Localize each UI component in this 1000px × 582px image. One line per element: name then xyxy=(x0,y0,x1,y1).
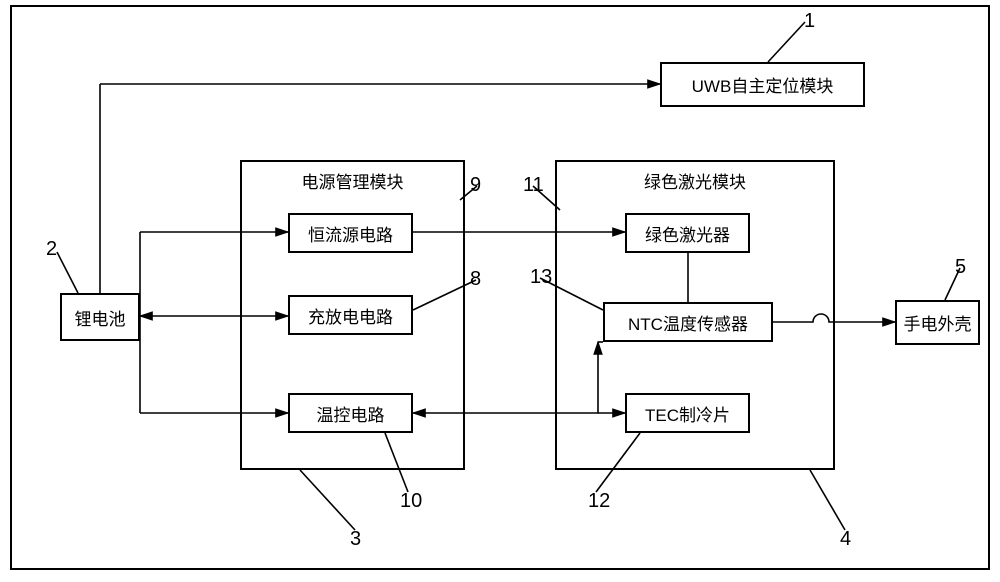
tec-cooler-label: TEC制冷片 xyxy=(645,401,730,426)
uwb-module-label: UWB自主定位模块 xyxy=(692,72,834,97)
battery-label: 锂电池 xyxy=(75,305,126,330)
constant-current-label: 恒流源电路 xyxy=(308,221,393,246)
ref-num-12: 12 xyxy=(588,490,610,513)
ref-num-3: 3 xyxy=(350,528,361,551)
temp-control-box: 温控电路 xyxy=(288,393,413,433)
enclosure-label: 手电外壳 xyxy=(904,310,972,335)
ref-num-8: 8 xyxy=(470,268,481,291)
ref-num-4: 4 xyxy=(840,528,851,551)
enclosure-box: 手电外壳 xyxy=(895,300,980,345)
ref-num-13: 13 xyxy=(530,266,552,289)
ntc-sensor-label: NTC温度传感器 xyxy=(628,310,748,335)
tec-cooler-box: TEC制冷片 xyxy=(625,393,750,433)
ref-num-9: 9 xyxy=(470,174,481,197)
constant-current-box: 恒流源电路 xyxy=(288,213,413,253)
laser-module-title: 绿色激光模块 xyxy=(644,168,746,193)
charge-discharge-box: 充放电电路 xyxy=(288,295,413,335)
uwb-module-box: UWB自主定位模块 xyxy=(660,62,865,107)
ref-num-5: 5 xyxy=(955,256,966,279)
green-laser-box: 绿色激光器 xyxy=(625,213,750,253)
ntc-sensor-box: NTC温度传感器 xyxy=(603,302,773,342)
ref-num-11: 11 xyxy=(523,174,544,197)
ref-num-10: 10 xyxy=(400,490,422,513)
ref-num-1: 1 xyxy=(804,10,815,33)
charge-discharge-label: 充放电电路 xyxy=(308,303,393,328)
temp-control-label: 温控电路 xyxy=(317,401,385,426)
battery-box: 锂电池 xyxy=(60,293,140,341)
power-module-title: 电源管理模块 xyxy=(302,168,404,193)
green-laser-label: 绿色激光器 xyxy=(645,221,730,246)
ref-num-2: 2 xyxy=(46,238,57,261)
